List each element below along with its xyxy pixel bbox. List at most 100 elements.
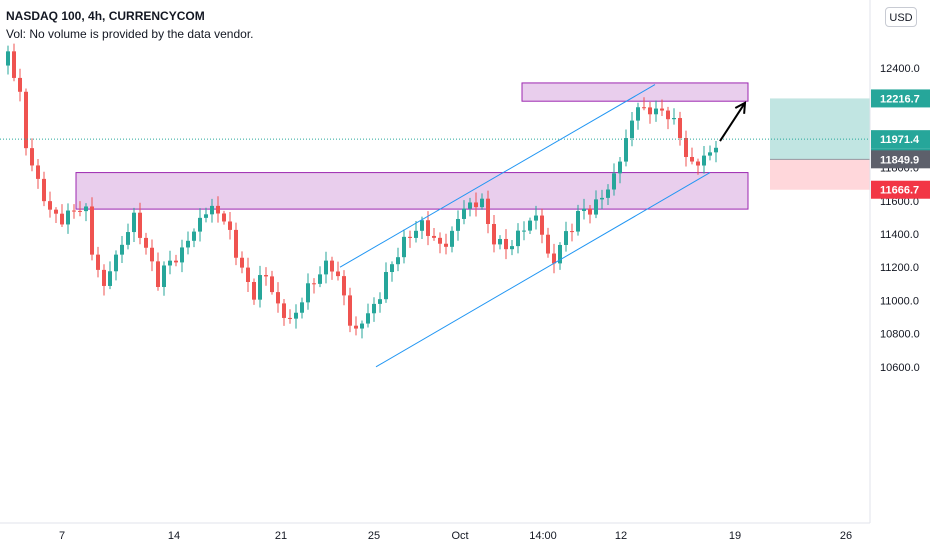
candle-body bbox=[168, 260, 172, 266]
candle-body bbox=[180, 247, 184, 263]
candle-body bbox=[126, 232, 130, 245]
resistance-zone bbox=[521, 82, 749, 102]
candle-body bbox=[708, 152, 712, 156]
candle-body bbox=[234, 229, 238, 258]
candle-body bbox=[432, 235, 436, 238]
candle-body bbox=[456, 218, 460, 231]
candle-body bbox=[228, 221, 232, 230]
candle-body bbox=[156, 261, 160, 287]
candle-body bbox=[594, 199, 598, 215]
candle-body bbox=[528, 220, 532, 231]
candle-body bbox=[96, 254, 100, 270]
candle-body bbox=[486, 198, 490, 224]
candle-body bbox=[696, 161, 700, 166]
candle-body bbox=[552, 253, 556, 264]
candle-body bbox=[390, 264, 394, 273]
x-tick-label: 25 bbox=[368, 530, 380, 542]
candle-body bbox=[624, 138, 628, 162]
candle-body bbox=[354, 325, 358, 329]
candle-body bbox=[402, 236, 406, 258]
candle-body bbox=[372, 303, 376, 314]
zones-layer bbox=[75, 82, 749, 210]
candle-body bbox=[492, 223, 496, 245]
candle-body bbox=[294, 312, 298, 319]
current-tag-bg bbox=[871, 130, 930, 149]
candles-layer bbox=[6, 43, 718, 339]
candle-body bbox=[450, 230, 454, 247]
candle-body bbox=[108, 271, 112, 286]
candle-body bbox=[186, 240, 190, 248]
candle-body bbox=[324, 260, 328, 275]
target-tag-bg bbox=[871, 89, 930, 108]
candle-body bbox=[522, 230, 526, 232]
candle-body bbox=[84, 206, 88, 212]
candle-body bbox=[114, 254, 118, 272]
candle-body bbox=[306, 283, 310, 303]
candle-body bbox=[546, 234, 550, 254]
candle-body bbox=[258, 275, 262, 300]
arrow-head-icon bbox=[734, 101, 747, 114]
candle-body bbox=[6, 51, 10, 66]
candle-body bbox=[216, 205, 220, 214]
candle-body bbox=[282, 303, 286, 318]
candle-body bbox=[174, 260, 178, 263]
y-tick-label: 11400.0 bbox=[880, 229, 919, 241]
candle-body bbox=[378, 299, 382, 304]
candle-body bbox=[396, 257, 400, 265]
candle-body bbox=[612, 173, 616, 190]
channel-lower-line bbox=[375, 172, 711, 368]
candle-body bbox=[318, 274, 322, 284]
candle-body bbox=[630, 120, 634, 139]
candle-body bbox=[30, 148, 34, 166]
candle-body bbox=[102, 269, 106, 286]
candle-body bbox=[480, 198, 484, 208]
candle-body bbox=[36, 165, 40, 179]
candle-body bbox=[414, 230, 418, 238]
candle-body bbox=[240, 257, 244, 268]
candle-body bbox=[246, 267, 250, 282]
candle-body bbox=[426, 220, 430, 236]
support-zone bbox=[75, 172, 749, 210]
candle-body bbox=[582, 208, 586, 211]
candle-body bbox=[360, 323, 364, 329]
currency-button[interactable]: USD bbox=[885, 7, 917, 27]
stop-tag-bg bbox=[871, 180, 930, 199]
candle-body bbox=[120, 244, 124, 255]
candle-body bbox=[618, 161, 622, 174]
candle-body bbox=[144, 237, 148, 248]
candle-body bbox=[18, 77, 22, 92]
candle-body bbox=[576, 210, 580, 232]
candle-body bbox=[78, 210, 82, 212]
y-tick-label: 10800.0 bbox=[880, 329, 920, 341]
stop-tag-label: 11666.7 bbox=[880, 185, 919, 197]
candle-body bbox=[384, 272, 388, 300]
candle-body bbox=[342, 276, 346, 296]
projection-arrow bbox=[719, 102, 746, 142]
candle-body bbox=[540, 215, 544, 235]
candle-body bbox=[276, 292, 280, 304]
candle-body bbox=[600, 197, 604, 200]
candle-body bbox=[606, 189, 610, 198]
candle-body bbox=[204, 214, 208, 218]
candle-body bbox=[468, 202, 472, 209]
candle-body bbox=[672, 118, 676, 120]
candle-body bbox=[504, 238, 508, 250]
candle-body bbox=[54, 209, 58, 214]
candle-body bbox=[570, 231, 574, 233]
y-tick-label: 11200.0 bbox=[880, 262, 919, 274]
position-layer bbox=[770, 98, 870, 190]
channel-upper-line bbox=[339, 84, 656, 268]
candle-body bbox=[474, 202, 478, 208]
candle-body bbox=[684, 137, 688, 157]
candle-body bbox=[66, 210, 70, 225]
candle-body bbox=[300, 302, 304, 313]
x-tick-label: 7 bbox=[59, 530, 65, 542]
lines-layer bbox=[0, 84, 870, 368]
candle-body bbox=[438, 237, 442, 244]
candle-body bbox=[654, 108, 658, 115]
candle-body bbox=[690, 156, 694, 162]
x-tick-label: 12 bbox=[615, 530, 627, 542]
x-tick-label: 19 bbox=[729, 530, 741, 542]
current-tag-label: 11971.4 bbox=[880, 134, 920, 146]
